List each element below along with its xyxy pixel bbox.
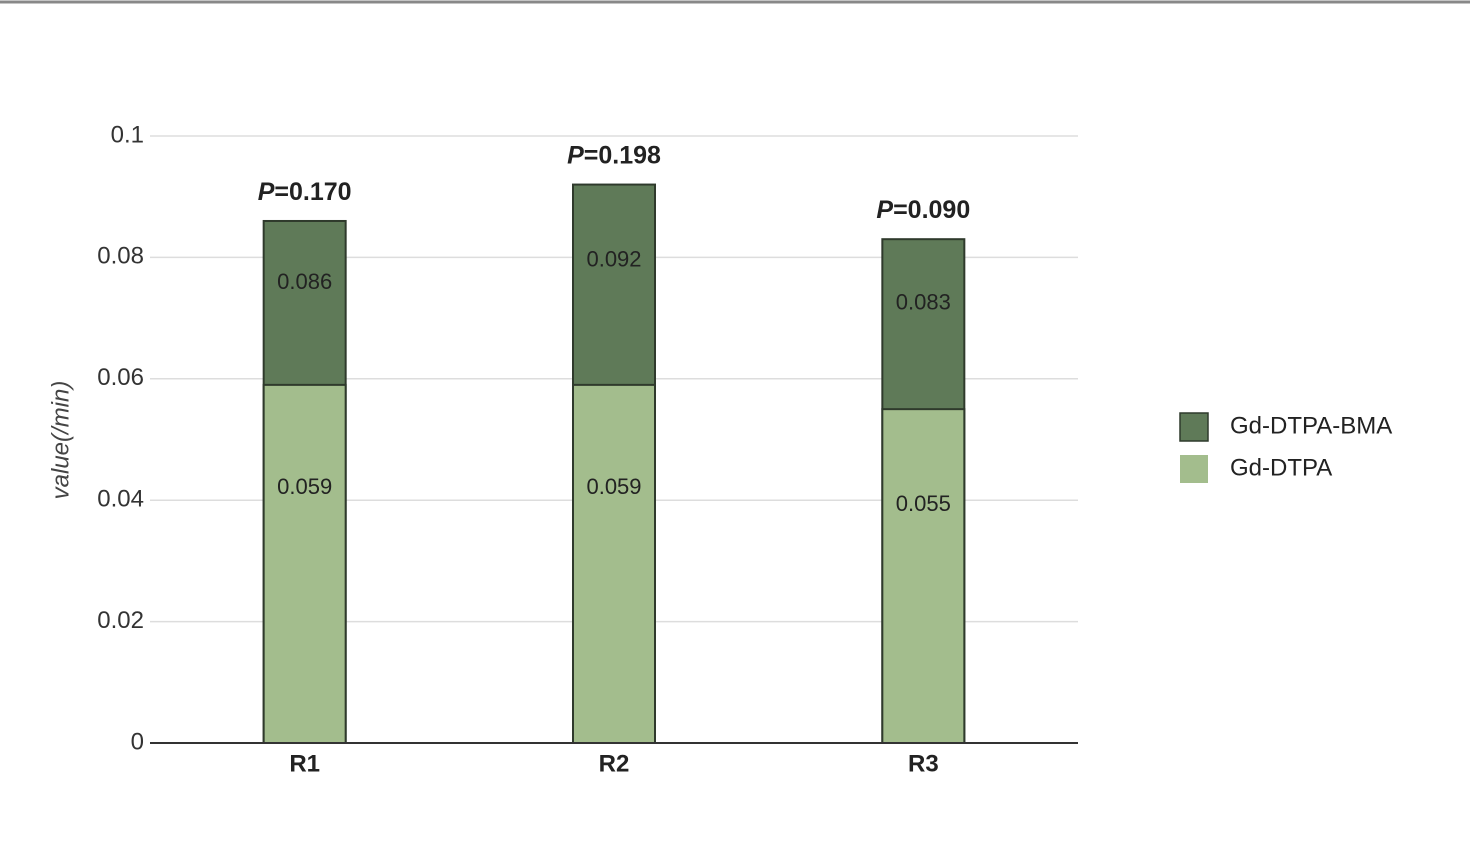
bar <box>881 408 966 744</box>
value-label: 0.086 <box>277 269 332 294</box>
annotation: P=0.090 <box>876 196 970 224</box>
value-label: 0.055 <box>896 491 951 516</box>
x-tick-label: R1 <box>289 750 320 777</box>
y-tick-label: 0.04 <box>97 486 144 513</box>
value-label: 0.083 <box>896 290 951 315</box>
annotation: P=0.170 <box>258 178 352 206</box>
value-label: 0.059 <box>586 474 641 499</box>
bar <box>262 383 347 744</box>
legend-swatch <box>1180 455 1208 483</box>
y-tick-label: 0.02 <box>97 607 144 634</box>
y-axis-label: value(/min) <box>47 381 74 500</box>
legend-label: Gd-DTPA-BMA <box>1230 412 1392 439</box>
value-label: 0.059 <box>277 474 332 499</box>
x-tick-label: R3 <box>908 750 939 777</box>
y-tick-label: 0.06 <box>97 364 144 391</box>
x-tick-label: R2 <box>599 750 630 777</box>
legend-swatch <box>1179 412 1209 442</box>
y-tick-label: 0.1 <box>111 121 144 148</box>
bar <box>572 383 656 744</box>
y-tick-label: 0.08 <box>97 243 144 270</box>
y-tick-label: 0 <box>131 728 144 755</box>
annotation: P=0.198 <box>567 141 661 169</box>
value-label: 0.092 <box>586 246 641 271</box>
legend-label: Gd-DTPA <box>1230 454 1332 481</box>
